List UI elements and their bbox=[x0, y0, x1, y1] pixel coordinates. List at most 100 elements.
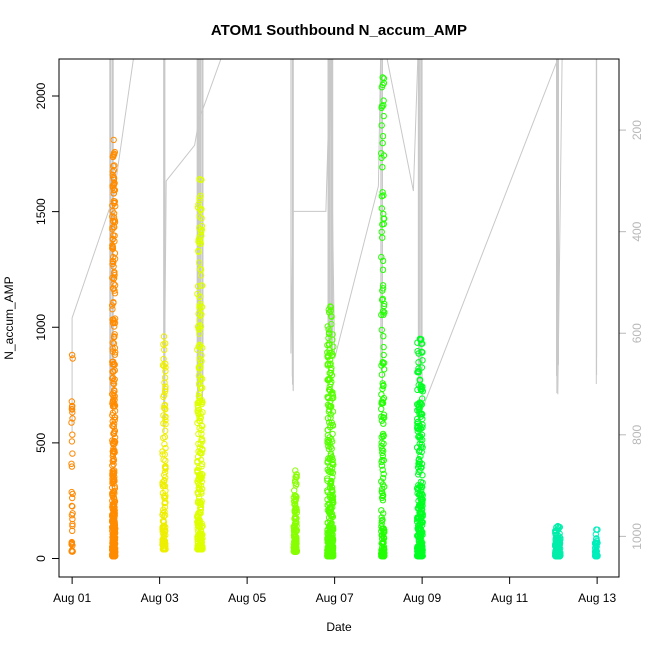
data-point bbox=[110, 253, 117, 261]
data-point bbox=[328, 445, 335, 452]
data-point bbox=[328, 349, 335, 356]
data-point bbox=[327, 303, 334, 310]
data-point bbox=[69, 510, 76, 517]
data-point bbox=[195, 201, 202, 208]
data-point bbox=[196, 330, 203, 337]
data-point bbox=[554, 541, 561, 548]
data-point bbox=[110, 471, 117, 478]
data-point bbox=[555, 545, 562, 553]
y2-tick-label: 800 bbox=[630, 424, 644, 444]
data-point bbox=[327, 312, 335, 320]
x-axis-label: Date bbox=[326, 620, 352, 634]
data-point bbox=[111, 331, 118, 338]
data-point bbox=[327, 479, 334, 487]
data-point bbox=[378, 446, 386, 453]
data-point bbox=[162, 340, 169, 347]
data-point bbox=[160, 546, 168, 553]
data-point bbox=[378, 371, 386, 378]
data-point bbox=[161, 500, 168, 507]
data-point bbox=[198, 232, 205, 240]
data-point bbox=[380, 529, 387, 536]
data-point bbox=[161, 379, 168, 386]
data-point bbox=[291, 492, 298, 499]
data-point bbox=[379, 74, 386, 81]
x-tick-label: Aug 11 bbox=[491, 591, 528, 605]
data-point bbox=[325, 376, 332, 383]
data-point bbox=[327, 375, 334, 383]
data-point bbox=[197, 207, 204, 214]
data-point bbox=[379, 221, 386, 228]
data-point bbox=[329, 488, 336, 495]
data-point bbox=[198, 205, 205, 213]
data-point bbox=[161, 440, 168, 448]
data-point bbox=[111, 351, 119, 358]
data-point bbox=[69, 494, 76, 502]
data-point bbox=[199, 438, 206, 445]
data-point bbox=[381, 300, 388, 307]
data-point bbox=[110, 167, 118, 174]
data-point bbox=[325, 340, 333, 347]
data-point bbox=[111, 270, 118, 277]
data-point bbox=[195, 248, 202, 256]
data-point bbox=[111, 238, 118, 245]
data-point bbox=[196, 213, 203, 220]
data-point bbox=[196, 523, 204, 530]
data-point bbox=[419, 496, 426, 503]
data-point bbox=[162, 413, 169, 420]
data-point bbox=[110, 441, 117, 448]
data-point bbox=[378, 104, 385, 112]
data-point bbox=[162, 474, 169, 481]
data-point bbox=[109, 319, 117, 327]
data-point bbox=[110, 368, 117, 375]
data-point bbox=[327, 503, 334, 511]
data-point bbox=[110, 263, 117, 270]
data-point bbox=[379, 257, 387, 264]
data-point bbox=[292, 496, 299, 503]
data-point bbox=[593, 553, 600, 560]
data-point bbox=[324, 436, 331, 444]
data-point bbox=[379, 189, 386, 196]
data-point bbox=[328, 372, 336, 379]
data-point bbox=[379, 396, 386, 403]
data-point bbox=[419, 519, 426, 526]
data-point bbox=[292, 544, 299, 551]
data-point bbox=[418, 441, 425, 448]
data-point bbox=[196, 197, 203, 204]
data-point bbox=[379, 308, 387, 315]
data-point bbox=[160, 506, 167, 513]
data-point bbox=[418, 486, 425, 493]
data-point bbox=[197, 240, 205, 248]
data-point bbox=[324, 354, 332, 361]
data-point bbox=[197, 534, 205, 542]
data-point bbox=[109, 458, 117, 465]
data-point bbox=[329, 534, 336, 542]
data-point bbox=[380, 333, 387, 340]
data-point bbox=[197, 358, 205, 365]
data-point bbox=[378, 122, 385, 129]
data-point bbox=[110, 461, 117, 468]
data-point bbox=[415, 406, 422, 413]
data-point bbox=[328, 512, 335, 520]
data-point bbox=[111, 224, 118, 231]
data-point bbox=[111, 290, 119, 297]
data-point bbox=[416, 447, 423, 454]
data-point bbox=[162, 383, 169, 390]
data-point bbox=[593, 526, 600, 533]
data-point bbox=[161, 346, 168, 353]
x-tick-label: Aug 05 bbox=[228, 591, 266, 605]
data-point bbox=[328, 543, 336, 550]
y2-tick-label: 400 bbox=[630, 221, 644, 241]
data-point bbox=[111, 344, 119, 352]
data-point bbox=[68, 403, 76, 411]
data-point bbox=[160, 522, 167, 530]
data-point bbox=[327, 553, 334, 560]
data-point bbox=[196, 414, 203, 421]
data-point bbox=[552, 552, 559, 559]
data-point bbox=[380, 510, 387, 517]
data-point bbox=[159, 510, 167, 517]
data-point bbox=[554, 522, 561, 530]
data-point bbox=[378, 400, 385, 407]
data-point bbox=[68, 351, 76, 359]
data-point bbox=[160, 404, 168, 412]
data-point bbox=[196, 546, 204, 553]
